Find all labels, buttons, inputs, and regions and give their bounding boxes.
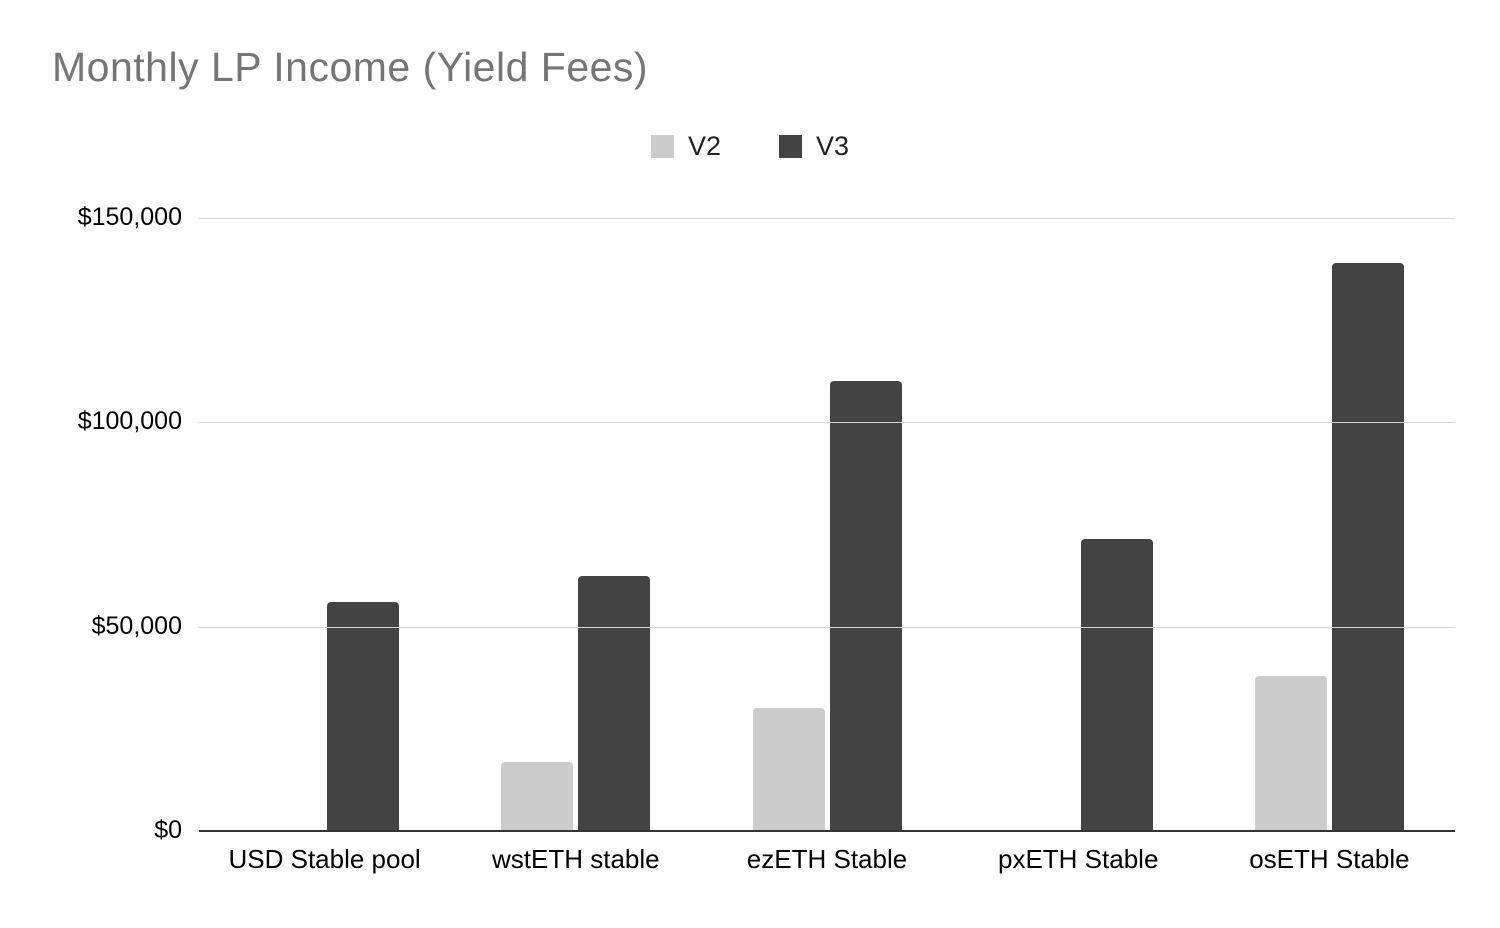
bar-v3-1 [327,602,400,831]
y-tick-label-150000: $150,000 [77,203,182,231]
legend: V2 V3 [0,131,1500,162]
x-tick-label-2: wstETH stable [492,844,660,874]
x-axis-line [199,830,1455,832]
bar-group-3 [701,218,952,831]
x-tick-label-4: pxETH Stable [998,844,1159,874]
bar-v2-5 [1254,676,1327,831]
legend-item-v3: V3 [779,131,849,162]
bar-group-2 [450,218,701,831]
bar-v2-3 [752,708,825,831]
bars-row [199,218,1455,831]
x-tick-label-1: USD Stable pool [228,844,421,874]
legend-label-v3: V3 [816,131,850,161]
legend-swatch-v2 [650,135,674,158]
x-tick-label-5: osETH Stable [1249,844,1410,874]
legend-item-v2: V2 [650,131,721,162]
y-tick-label-0: $0 [154,816,182,844]
gridline-50000 [199,627,1455,628]
bar-v3-5 [1331,263,1404,831]
bar-v2-2 [501,762,574,831]
bar-v3-4 [1080,539,1153,831]
bar-group-1 [199,218,450,831]
bar-group-4 [953,218,1204,831]
bar-group-5 [1204,218,1455,831]
bar-v3-3 [829,381,902,831]
gridline-150000 [199,218,1455,219]
chart-title: Monthly LP Income (Yield Fees) [52,44,649,90]
legend-swatch-v3 [779,135,802,158]
x-axis-labels: USD Stable pool wstETH stable ezETH Stable… [199,844,1455,875]
x-tick-label-3: ezETH Stable [746,844,908,874]
bar-v3-2 [578,576,651,831]
plot-area [199,218,1455,832]
y-tick-label-50000: $50,000 [91,612,182,640]
gridline-100000 [199,422,1455,423]
y-tick-label-100000: $100,000 [77,407,182,435]
legend-label-v2: V2 [687,131,721,161]
